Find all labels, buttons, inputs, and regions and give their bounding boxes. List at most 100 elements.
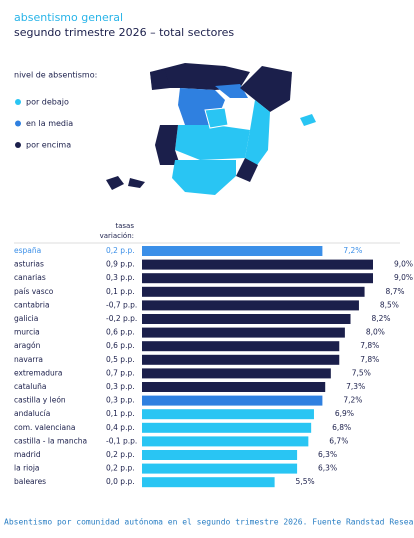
variation-label: -0,2 p.p. [106, 314, 137, 323]
chart-title: absentismo general [14, 11, 123, 24]
category-label: galicia [14, 314, 38, 323]
value-label: 6,8% [332, 423, 351, 432]
category-label: cantabria [14, 300, 50, 309]
variation-label: 0,1 p.p. [106, 409, 135, 418]
bar [142, 422, 312, 433]
legend-label: en la media [26, 119, 73, 128]
category-label: canarias [14, 273, 46, 282]
bar [142, 368, 331, 379]
variation-label: 0,6 p.p. [106, 328, 135, 337]
category-label: país vasco [14, 287, 54, 296]
legend-title: nivel de absentismo: [14, 71, 97, 80]
legend-label: por encima [26, 141, 71, 150]
bar [142, 450, 298, 460]
category-label: andalucía [14, 409, 50, 418]
category-label: castilla y león [14, 396, 66, 405]
variation-label: 0,9 p.p. [106, 260, 135, 269]
caption: Absentismo por comunidad autónoma en el … [4, 517, 414, 527]
map-madrid [204, 107, 229, 129]
value-label: 6,7% [329, 436, 348, 445]
variation-label: 0,4 p.p. [106, 423, 135, 432]
value-label: 7,3% [346, 382, 365, 391]
category-label: la rioja [14, 464, 40, 473]
value-label: 6,3% [318, 464, 337, 473]
variation-label: 0,3 p.p. [106, 273, 135, 282]
variation-label: 0,6 p.p. [106, 341, 135, 350]
map-andalucia [172, 160, 236, 195]
bar [142, 395, 323, 406]
map-canarias [106, 176, 124, 190]
map-murcia [236, 158, 258, 182]
variation-label: 0,7 p.p. [106, 368, 135, 377]
value-label: 7,8% [360, 355, 379, 364]
variation-header: variación: [100, 232, 134, 240]
map-aragon-cataluna [240, 66, 292, 112]
bar [142, 259, 373, 270]
map-canarias-east [128, 178, 145, 188]
variation-label: 0,2 p.p. [106, 246, 135, 255]
variation-label: -0,7 p.p. [106, 300, 137, 309]
value-label: 6,9% [335, 409, 354, 418]
chart-subtitle: segundo trimestre 2026 – total sectores [14, 26, 234, 39]
category-label: españa [14, 246, 41, 255]
bar [142, 463, 298, 474]
map-rioja [215, 84, 248, 98]
map-north [150, 63, 250, 90]
bar [142, 354, 340, 365]
bar [142, 327, 345, 338]
bar [142, 341, 340, 352]
category-label: madrid [14, 450, 41, 459]
variation-header: tasas [115, 222, 134, 230]
value-label: 7,2% [343, 396, 362, 405]
value-label: 9,0% [394, 260, 413, 269]
value-label: 8,7% [386, 287, 405, 296]
category-label: cataluña [14, 382, 46, 391]
bar [142, 382, 326, 392]
value-label: 7,5% [352, 368, 371, 377]
map-baleares [300, 114, 316, 126]
bar [142, 477, 275, 488]
bar [142, 300, 359, 311]
category-label: baleares [14, 477, 46, 486]
value-label: 7,2% [343, 246, 362, 255]
map-extremadura [155, 125, 180, 165]
map [106, 63, 316, 195]
variation-label: -0,1 p.p. [106, 436, 137, 445]
category-label: navarra [14, 355, 43, 364]
bar [142, 436, 309, 447]
variation-label: 0,0 p.p. [106, 477, 135, 486]
variation-label: 0,2 p.p. [106, 450, 135, 459]
legend-swatch [15, 120, 21, 127]
value-label: 5,5% [296, 477, 315, 486]
category-label: com. valenciana [14, 423, 75, 432]
variation-label: 0,3 p.p. [106, 396, 135, 405]
value-label: 8,2% [371, 314, 390, 323]
category-label: aragón [14, 341, 41, 350]
bar [142, 273, 373, 284]
map-galicia [150, 70, 170, 90]
variation-label: 0,2 p.p. [106, 464, 135, 473]
variation-label: 0,5 p.p. [106, 355, 135, 364]
variation-label: 0,3 p.p. [106, 382, 135, 391]
bar [142, 246, 323, 256]
bar [142, 409, 314, 420]
value-label: 7,8% [360, 341, 379, 350]
legend-swatch [15, 142, 21, 148]
category-label: murcia [14, 328, 40, 337]
variation-label: 0,1 p.p. [106, 287, 135, 296]
category-label: asturias [14, 260, 44, 269]
category-label: castilla - la mancha [14, 436, 87, 445]
value-label: 8,0% [366, 328, 385, 337]
value-label: 8,5% [380, 300, 399, 309]
category-label: extremadura [14, 368, 63, 377]
map-castilla-mancha [175, 125, 250, 160]
map-valencia [245, 100, 270, 168]
legend-swatch [15, 99, 21, 105]
legend-label: por debajo [26, 98, 69, 107]
value-label: 6,3% [318, 450, 337, 459]
bar [142, 286, 365, 297]
bar [142, 314, 351, 324]
value-label: 9,0% [394, 273, 413, 282]
